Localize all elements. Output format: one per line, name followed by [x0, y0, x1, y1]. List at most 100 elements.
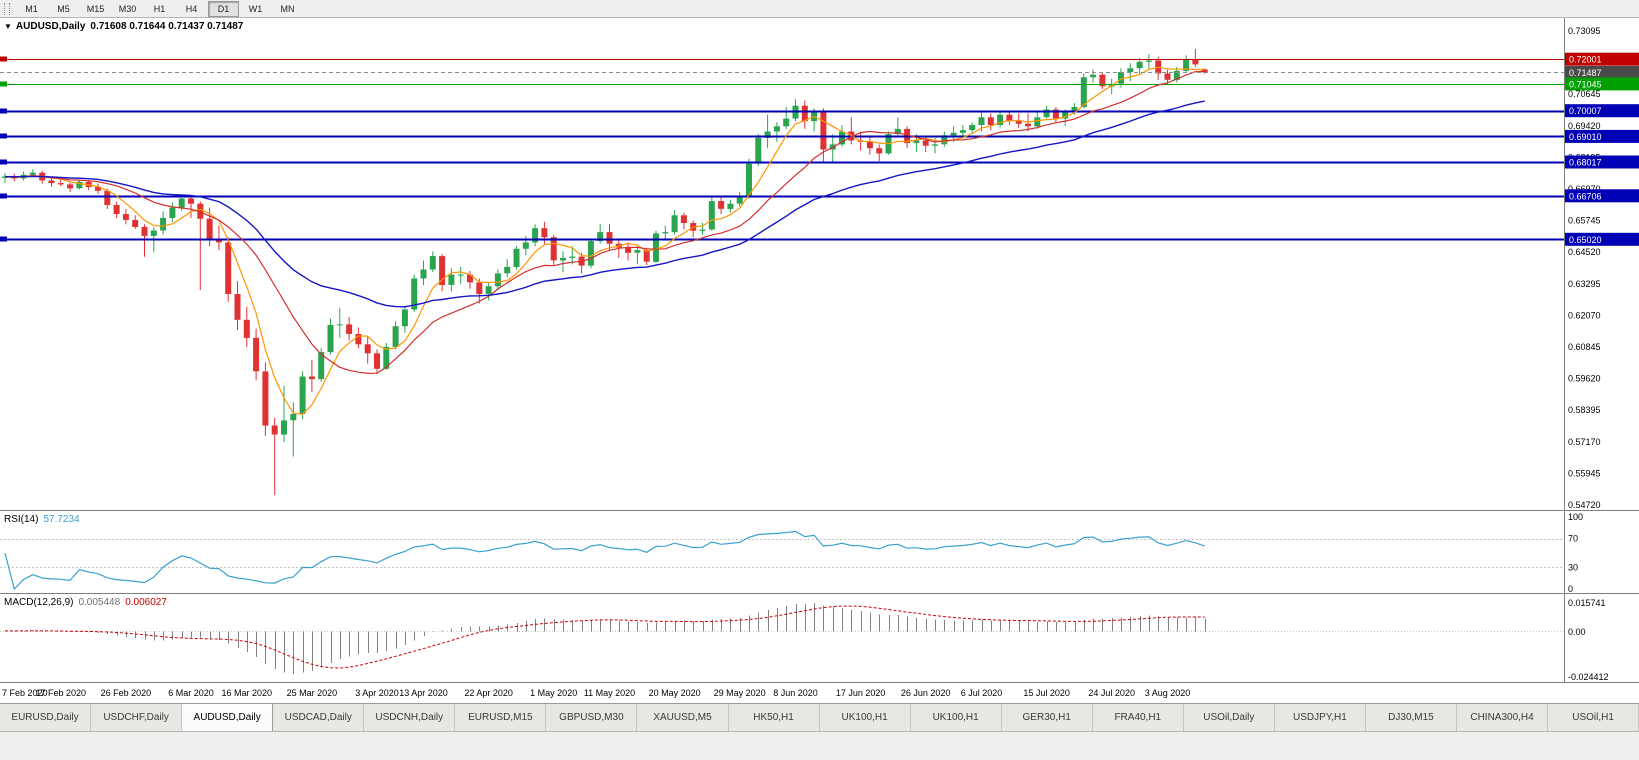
chart-tab-USDCNH,Daily[interactable]: USDCNH,Daily [364, 704, 456, 731]
timeframe-button-M30[interactable]: M30 [118, 3, 137, 14]
date-axis-label: 26 Jun 2020 [900, 688, 951, 698]
rsi-label: RSI(14) 57.7234 [4, 514, 85, 525]
macd-indicator-pane[interactable]: 0.015741 0.00 -0.024412 MACD(12,26,9) 0.005… [0, 593, 1639, 683]
date-axis-label: 1 May 2020 [530, 688, 578, 698]
chart-tab-GBPUSD,M30[interactable]: GBPUSD,M30 [546, 704, 638, 731]
svg-text:0: 0 [1568, 584, 1573, 594]
timeframe-button-M15[interactable]: M15 [86, 3, 105, 14]
price-badge [1565, 66, 1639, 79]
price-badge [1565, 189, 1639, 203]
svg-text:0.66970: 0.66970 [1568, 184, 1601, 194]
svg-text:0.70645: 0.70645 [1568, 89, 1601, 99]
price-badge [1565, 155, 1639, 169]
chart-tab-USOil,Daily[interactable]: USOil,Daily [1183, 704, 1275, 731]
date-axis-label: 16 Mar 2020 [221, 688, 273, 698]
svg-text:100: 100 [1568, 512, 1583, 522]
svg-text:0.64520: 0.64520 [1568, 247, 1601, 257]
main-chart-svg[interactable]: 0.730950.718700.706450.694200.681950.669… [0, 18, 1639, 510]
date-axis-label: 3 Apr 2020 [355, 688, 399, 698]
svg-text:0.55945: 0.55945 [1568, 468, 1601, 478]
macd-signal-line [5, 605, 1205, 669]
chart-tab-FRA40,H1[interactable]: FRA40,H1 [1092, 704, 1184, 731]
chart-tab-UK100,H1[interactable]: UK100,H1 [819, 704, 911, 731]
macd-signal-value: 0.006027 [125, 597, 167, 608]
svg-text:0.65745: 0.65745 [1568, 216, 1601, 226]
timeframe-button-H1[interactable]: H1 [153, 3, 166, 14]
timeframe-button-H4[interactable]: H4 [185, 3, 198, 14]
horizontal-lines-layer[interactable] [0, 56, 1564, 242]
chart-tab-CHINA300,H4[interactable]: CHINA300,H4 [1457, 704, 1549, 731]
date-axis-label: 8 Jun 2020 [773, 688, 818, 698]
svg-text:0.69420: 0.69420 [1568, 121, 1601, 131]
macd-label: MACD(12,26,9) 0.005448 0.006027 [4, 597, 172, 608]
svg-text:0.73095: 0.73095 [1568, 26, 1601, 36]
svg-text:70: 70 [1568, 534, 1578, 544]
chart-tab-USDJPY,H1[interactable]: USDJPY,H1 [1274, 704, 1366, 731]
svg-text:0.015741: 0.015741 [1568, 598, 1606, 608]
ma-fast-line [4, 66, 1205, 415]
timeframe-button-MN[interactable]: MN [280, 3, 295, 14]
rsi-name: RSI(14) [4, 514, 39, 525]
svg-text:0.68017: 0.68017 [1569, 158, 1602, 168]
dropdown-arrow-icon[interactable]: ▼ [4, 22, 12, 31]
rsi-chart[interactable]: 100 70 30 0 [0, 511, 1639, 594]
chart-tab-UK100,H1[interactable]: UK100,H1 [910, 704, 1002, 731]
date-axis-label: 26 Feb 2020 [100, 688, 152, 698]
chart-tab-AUDUSD,Daily[interactable]: AUDUSD,Daily [182, 704, 274, 731]
date-axis-label: 6 Jul 2020 [960, 688, 1003, 698]
price-badge [1565, 77, 1639, 91]
chart-tab-EURUSD,M15[interactable]: EURUSD,M15 [455, 704, 547, 731]
chart-tab-USDCHF,Daily[interactable]: USDCHF,Daily [91, 704, 183, 731]
chart-tab-DJ30,M15[interactable]: DJ30,M15 [1365, 704, 1457, 731]
main-chart-pane[interactable]: 0.730950.718700.706450.694200.681950.669… [0, 18, 1639, 510]
svg-text:0.72001: 0.72001 [1569, 55, 1602, 65]
svg-text:0.54720: 0.54720 [1568, 500, 1601, 510]
date-axis-label: 17 Jun 2020 [835, 688, 886, 698]
price-badge [1565, 232, 1639, 246]
date-axis-label: 7 Feb 2020 [2, 688, 48, 698]
status-bar [0, 731, 1639, 760]
rsi-indicator-pane[interactable]: 100 70 30 0 RSI(14) 57.7234 [0, 510, 1639, 594]
rsi-line [4, 530, 1205, 591]
macd-main-value: 0.005448 [78, 597, 121, 608]
svg-text:0.71045: 0.71045 [1569, 79, 1602, 89]
svg-text:0.57170: 0.57170 [1568, 437, 1601, 447]
svg-text:30: 30 [1568, 562, 1578, 572]
svg-text:0.65020: 0.65020 [1569, 235, 1602, 245]
macd-name: MACD(12,26,9) [4, 597, 74, 608]
chart-tab-HK50,H1[interactable]: HK50,H1 [728, 704, 820, 731]
svg-text:0.60845: 0.60845 [1568, 342, 1601, 352]
chart-tab-XAUUSD,M5[interactable]: XAUUSD,M5 [637, 704, 729, 731]
macd-chart[interactable]: 0.015741 0.00 -0.024412 [0, 594, 1639, 683]
chart-tab-USOil,H1[interactable]: USOil,H1 [1548, 704, 1639, 731]
price-badge [1565, 129, 1639, 143]
chart-tab-GER30,H1[interactable]: GER30,H1 [1001, 704, 1093, 731]
timeframe-button-M5[interactable]: M5 [57, 3, 70, 14]
date-axis-label: 15 Jul 2020 [1023, 688, 1070, 698]
chart-symbol-label: AUDUSD,Daily [15, 21, 86, 32]
svg-text:0.66706: 0.66706 [1569, 191, 1602, 201]
date-axis[interactable]: 7 Feb 2020 17 Feb 2020 26 Feb 2020 6 Mar 20… [0, 682, 1639, 703]
chart-tab-USDCAD,Daily[interactable]: USDCAD,Daily [273, 704, 365, 731]
date-axis-label: 24 Jul 2020 [1088, 688, 1135, 698]
svg-text:0.71487: 0.71487 [1569, 68, 1602, 78]
ma-mid-line [4, 70, 1205, 375]
price-badge [1565, 52, 1639, 66]
macd-svg[interactable]: 0.015741 0.00 -0.024412 [0, 594, 1639, 683]
timeframe-button-W1[interactable]: W1 [248, 3, 263, 14]
date-axis-label: 22 Apr 2020 [464, 688, 513, 698]
rsi-svg[interactable]: 100 70 30 0 [0, 511, 1639, 594]
svg-text:0.59620: 0.59620 [1568, 374, 1601, 384]
svg-text:0.63295: 0.63295 [1568, 279, 1601, 289]
chart-tab-EURUSD,Daily[interactable]: EURUSD,Daily [0, 704, 92, 731]
candlestick-chart[interactable]: 0.730950.718700.706450.694200.681950.669… [0, 18, 1639, 510]
timeframe-button-D1[interactable]: D1 [208, 0, 239, 17]
price-axis[interactable]: 0.730950.718700.706450.694200.681950.669… [1564, 18, 1639, 510]
date-axis-label: 25 Mar 2020 [286, 688, 338, 698]
date-axis-label: 17 Feb 2020 [35, 688, 87, 698]
timeframe-button-M1[interactable]: M1 [25, 3, 38, 14]
svg-text:0.69010: 0.69010 [1569, 132, 1602, 142]
date-axis-label: 6 Mar 2020 [168, 688, 214, 698]
moving-averages-layer [4, 66, 1205, 415]
toolbar-grip-icon[interactable] [4, 2, 10, 15]
